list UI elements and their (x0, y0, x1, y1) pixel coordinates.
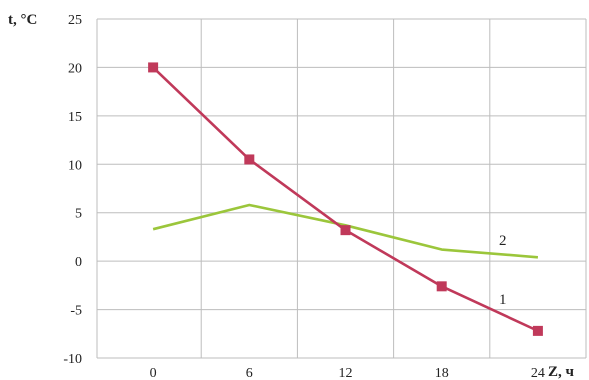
x-axis-label: Z, ч (548, 364, 575, 380)
y-tick-label: 5 (75, 207, 82, 222)
x-tick-label: 18 (435, 366, 449, 380)
y-axis-ticks: 25 20 15 10 5 0 -5 -10 (63, 13, 82, 367)
series-1-point (340, 225, 351, 236)
y-tick-label: -5 (70, 304, 82, 319)
x-tick-label: 12 (339, 366, 353, 380)
y-tick-label: 20 (68, 61, 82, 76)
x-axis-ticks: 0 6 12 18 24 (150, 366, 545, 380)
series-1-point (148, 62, 159, 73)
y-tick-label: 15 (68, 110, 82, 125)
x-tick-label: 0 (150, 366, 157, 380)
series-1-point (436, 281, 447, 292)
y-tick-label: 0 (75, 255, 82, 270)
y-tick-label: 25 (68, 13, 82, 28)
series-group: 12 (148, 62, 543, 336)
x-tick-label: 6 (246, 366, 253, 380)
series-1-label: 1 (499, 292, 507, 308)
series-1-point (532, 325, 543, 336)
series-1-line (152, 66, 539, 333)
y-tick-label: -10 (63, 352, 82, 367)
x-tick-label: 24 (531, 366, 545, 380)
y-tick-label: 10 (68, 158, 82, 173)
series-1-point (244, 154, 255, 165)
grid (96, 18, 587, 359)
y-axis-label: t, °C (8, 12, 37, 28)
series-2-label: 2 (499, 233, 507, 249)
